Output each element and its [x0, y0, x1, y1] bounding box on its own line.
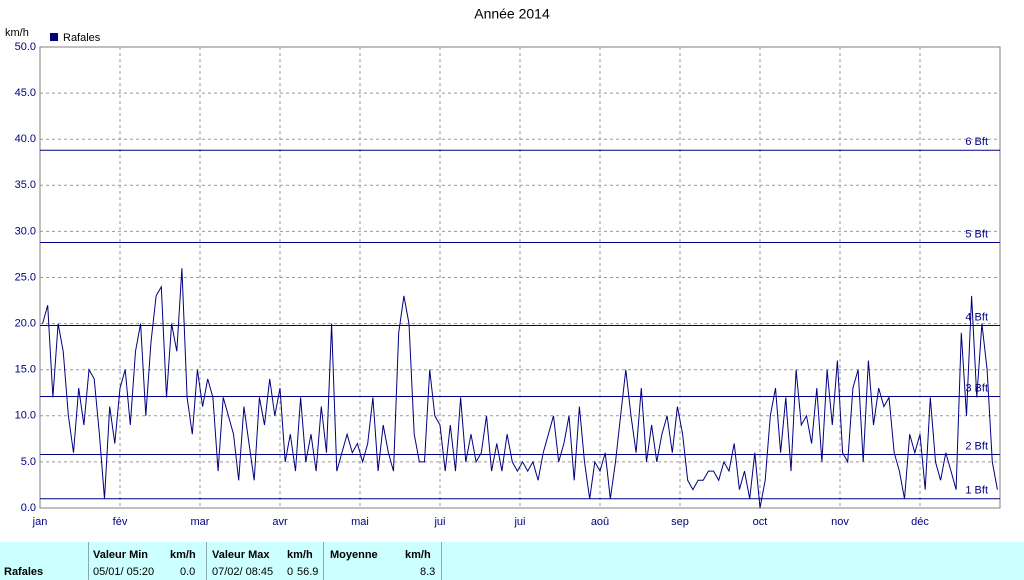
y-tick-label: 30.0 [15, 225, 36, 237]
x-tick-label: sep [671, 516, 689, 528]
chart: Année 2014 km/h Rafales 0.0 5.0 10.0 15.0 20… [5, 6, 1001, 528]
x-tick-label: jui [433, 516, 445, 528]
header: km/h [170, 549, 196, 561]
x-tick-label: jui [513, 516, 525, 528]
y-tick-label: 50.0 [15, 41, 36, 53]
x-tick-label: aoû [591, 516, 609, 528]
reference-label: 1 Bft [965, 485, 988, 497]
header: Valeur Min [93, 549, 149, 561]
y-tick-label: 15.0 [15, 364, 36, 376]
y-tick-label: 5.0 [21, 456, 36, 468]
cell: 05/01/ 05:20 [93, 566, 155, 578]
x-tick-label: jan [32, 516, 48, 528]
series-line [42, 268, 998, 509]
header: Valeur Max [212, 549, 270, 561]
x-tick-label: avr [272, 516, 288, 528]
reference-label: 6 Bft [965, 136, 988, 148]
row-label: Rafales [4, 566, 44, 578]
cell: 07/02/ 08:45 [212, 566, 274, 578]
chart-title: Année 2014 [474, 6, 550, 22]
header: km/h [405, 549, 431, 561]
x-tick-label: oct [753, 516, 768, 528]
cell: 0 [287, 566, 294, 578]
cell: 56.9 [297, 566, 319, 578]
y-tick-label: 0.0 [21, 502, 36, 514]
header: Moyenne [330, 549, 378, 561]
y-tick-label: 45.0 [15, 87, 36, 99]
cell: 0.0 [180, 566, 196, 578]
y-unit: km/h [5, 27, 29, 39]
x-tick-label: mai [351, 516, 369, 528]
x-tick-label: nov [831, 516, 849, 528]
y-tick-label: 35.0 [15, 179, 36, 191]
reference-label: 2 Bft [965, 440, 988, 452]
x-tick-label: déc [911, 516, 929, 528]
x-tick-label: fév [113, 516, 128, 528]
y-tick-label: 10.0 [15, 410, 36, 422]
reference-label: 4 Bft [965, 311, 988, 323]
reference-label: 5 Bft [965, 228, 988, 240]
cell: 8.3 [420, 566, 436, 578]
legend-label: Rafales [63, 32, 101, 44]
legend-swatch [50, 33, 58, 41]
y-tick-label: 20.0 [15, 318, 36, 330]
y-tick-label: 40.0 [15, 133, 36, 145]
header: km/h [287, 549, 313, 561]
summary-bar: Rafales Valeur Min km/h 05/01/ 05:20 0.0… [0, 542, 1024, 580]
y-tick-label: 25.0 [15, 271, 36, 283]
x-tick-label: mar [191, 516, 210, 528]
